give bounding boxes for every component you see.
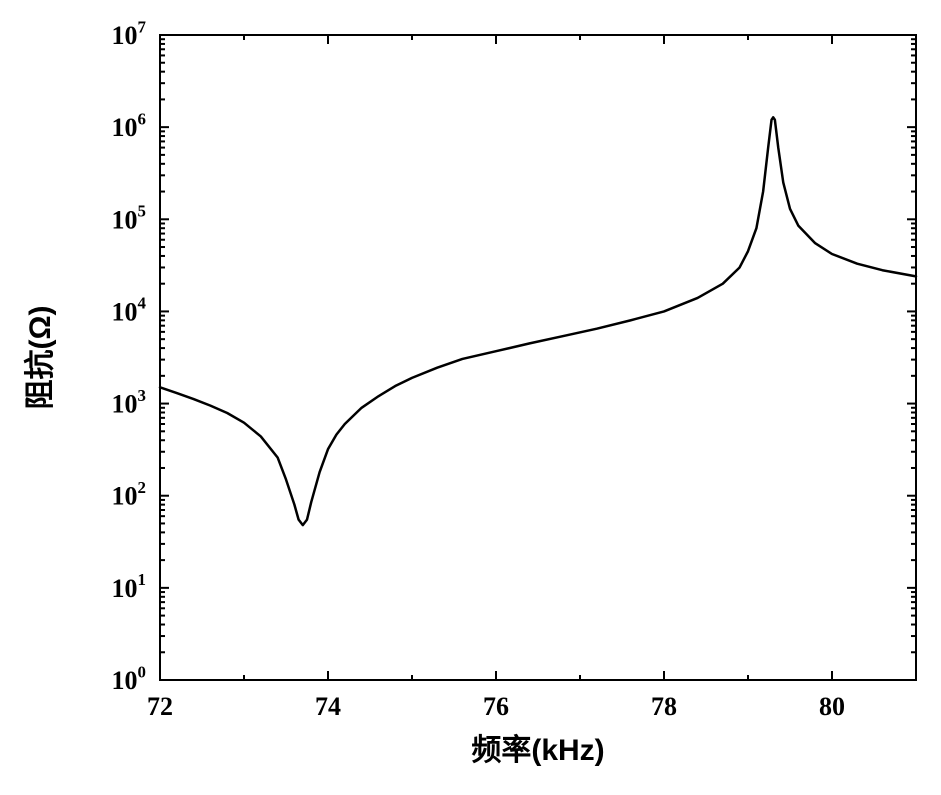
- svg-text:78: 78: [651, 692, 677, 721]
- svg-text:104: 104: [112, 294, 147, 327]
- impedance-frequency-chart: 72 74 76 78 80 100 101 102 103 104 105 106 107 频率(kHz…: [0, 0, 941, 795]
- svg-text:107: 107: [112, 17, 147, 50]
- svg-text:72: 72: [147, 692, 173, 721]
- svg-text:102: 102: [112, 478, 146, 511]
- svg-text:105: 105: [112, 202, 146, 235]
- svg-text:106: 106: [112, 109, 146, 142]
- svg-text:76: 76: [483, 692, 509, 721]
- svg-text:101: 101: [112, 570, 146, 603]
- svg-text:74: 74: [315, 692, 341, 721]
- svg-text:80: 80: [819, 692, 845, 721]
- svg-text:阻抗(Ω): 阻抗(Ω): [23, 305, 57, 409]
- svg-text:频率(kHz): 频率(kHz): [471, 734, 604, 767]
- svg-text:103: 103: [112, 386, 146, 419]
- chart-svg: 72 74 76 78 80 100 101 102 103 104 105 106 107 频率(kHz…: [0, 0, 941, 795]
- svg-text:100: 100: [112, 662, 146, 695]
